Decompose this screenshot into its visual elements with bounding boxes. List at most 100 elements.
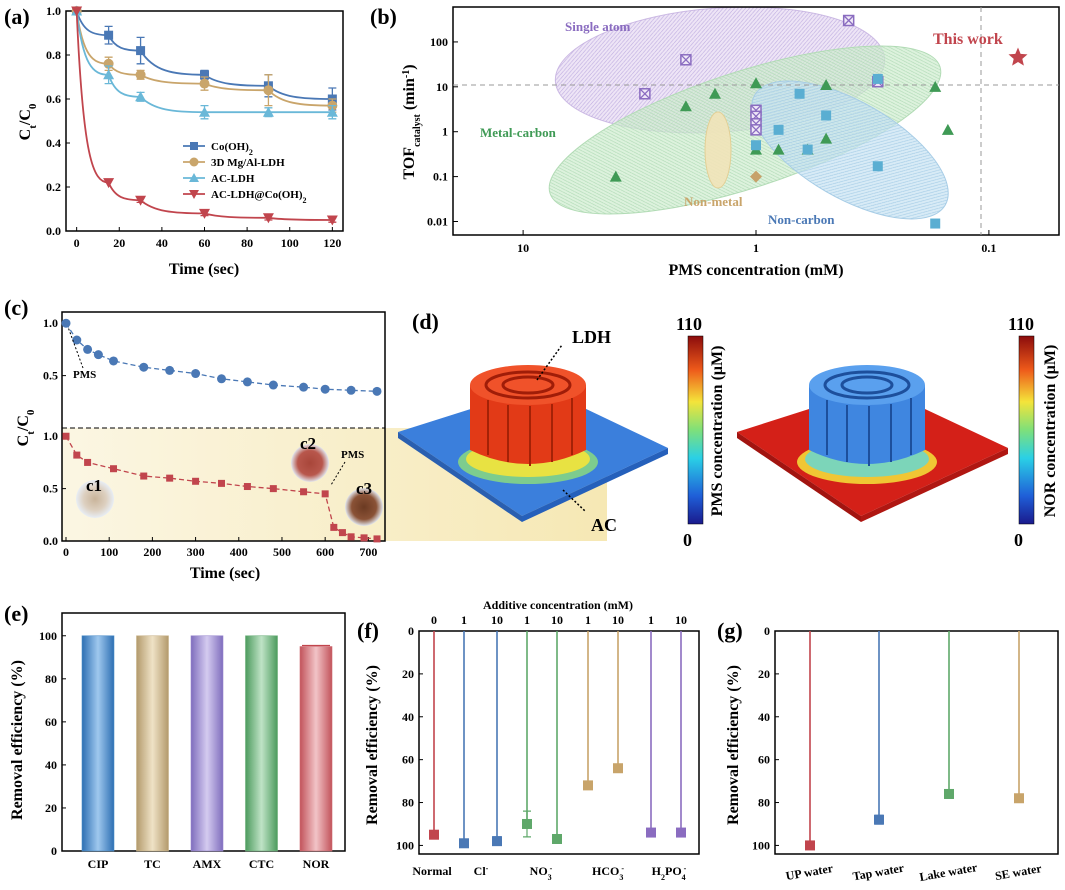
group-label-h2po4: H2PO4- [652,864,687,882]
right-model-base-side2 [861,448,1008,522]
b-xtick-label: 10 [517,241,529,255]
a-xtick-label: 60 [199,236,211,250]
c-point-top [72,335,82,345]
b-point [872,73,883,84]
c-point-bottom [330,523,338,531]
b-point [750,77,762,89]
b-xtick-label: 0.1 [981,241,996,255]
f-ytick-label: 80 [402,796,414,810]
c-point-bottom [243,483,251,491]
e-bar [136,635,169,852]
f-ytick-label: 40 [402,710,414,724]
e-xtick-label: CTC [249,857,274,871]
panel-c-series [61,318,382,543]
left-colorbar [687,335,704,525]
a-ytick-label: 0.8 [46,48,61,62]
c-point-bottom [218,479,225,487]
panel-g-ticks: UP water Tap water Lake water SE water 0 20 40… [752,624,1043,884]
panel-c-ylabel: Ct/C0 [15,409,37,446]
a-legend-label: 3D Mg/Al-LDH [211,157,285,169]
label-single-atom: Single atom [565,19,631,34]
panel-f-label: (f) [357,618,379,643]
a-point [103,178,115,189]
a-xtick-label: 80 [241,236,253,250]
panel-b-xlabel: PMS concentration (mM) [668,262,843,279]
c-xtick-label: 0 [63,545,69,559]
annot-pms-2: PMS [341,449,364,461]
g-point [944,788,954,799]
a-legend-marker [189,190,199,199]
left-ldh-cylinder [470,385,586,464]
a-legend-label: AC-LDH [211,173,255,185]
c-point-bottom [140,472,148,480]
c-point-top [93,350,103,360]
f-top-tick-label: 10 [675,613,687,627]
e-xtick-label: NOR [303,857,330,871]
c-point-top [61,318,71,328]
b-point [820,132,833,144]
b-point-cross [843,15,855,26]
c-xtick-label: 600 [316,545,334,559]
panel-a-series [71,5,338,226]
e-ytick-label: 20 [45,801,57,815]
label-c2: c2 [300,434,316,453]
panel-g: (g) UP water Tap water Lake water SE water 0… [717,618,1059,884]
f-point [429,829,439,840]
panel-f-group-labels: Normal Cl- NO3- HCO3- H2PO4- [412,864,686,882]
group-label-hco3: HCO3- [592,864,624,882]
b-point [802,144,813,155]
f-ytick-label: 100 [396,838,414,852]
right-ldh-ring-inner [840,375,894,395]
b-point-cross [639,88,651,100]
g-ytick-label: 60 [758,753,770,767]
b-point [708,87,721,99]
a-point [199,208,210,219]
c-point-top [83,344,93,354]
right-colorbar [1018,335,1035,525]
c-point-bottom [84,458,92,466]
b-point [820,78,833,90]
c-point-top [372,386,382,396]
e-ytick-label: 60 [45,715,57,729]
f-point [552,833,562,844]
c-point-top [299,382,309,392]
b-point [929,80,942,92]
b-ytick-label: 100 [430,35,448,49]
right-model-base-side [737,432,861,522]
b-point [750,124,762,136]
c-point-bottom [321,490,329,498]
g-xtick-label: Lake water [918,860,979,884]
left-model-base-side [398,432,522,522]
left-ldh-ring [484,370,572,400]
c-point-top [346,385,356,395]
a-xtick-label: 100 [281,236,299,250]
left-colorbar-max: 110 [676,314,702,334]
panel-e-ylabel: Removal efficiency (%) [9,660,26,820]
photo-c2 [291,444,329,482]
c-point-top [217,374,226,384]
panel-e: (e) CIP TC AMX CTC NOR 0 20 40 60 80 100 Removal e… [4,601,346,871]
label-c1: c1 [86,476,102,495]
panel-f-bars [429,631,686,849]
group-label-normal: Normal [412,864,452,878]
panel-b: (b) 10 1 0.1 0.01 0.1 1 10 100 Single atom Meta… [370,4,1060,279]
c-xtick-label: 400 [230,545,248,559]
panel-a-xlabel: Time (sec) [169,261,239,278]
f-ytick-label: 0 [408,624,414,638]
panel-c-xlabel: Time (sec) [190,565,260,582]
c-point-bottom [360,534,368,542]
e-ytick-label: 40 [45,758,57,772]
f-point [459,838,469,849]
right-ldh-cylinder [809,385,925,464]
e-xtick-label: AMX [193,857,222,871]
panel-d: (d) LDH AC 110 0 PMS concentration (μM) [398,309,1059,550]
a-point [135,91,147,102]
c-xtick-label: 300 [187,545,205,559]
c-xtick-label: 200 [143,545,161,559]
label-ldh: LDH [572,327,611,347]
g-point [805,840,815,851]
left-ldh-ring-inner [501,375,555,395]
b-point-cross [680,54,692,66]
b-point [872,161,883,172]
region-metal-carbon-hatch [549,46,941,214]
